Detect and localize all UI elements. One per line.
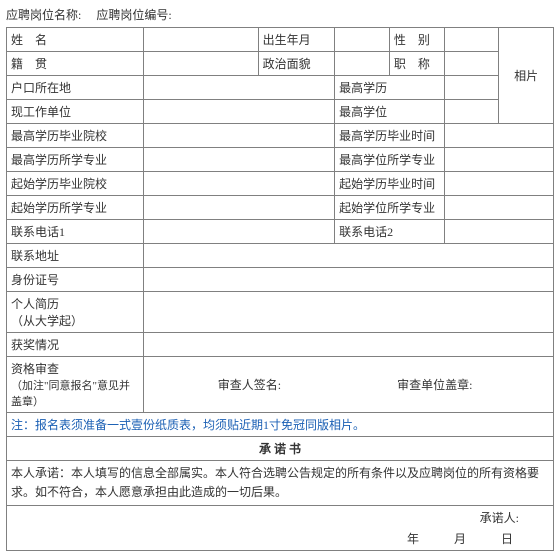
table-row: 起始学历毕业院校 起始学历毕业时间 bbox=[7, 172, 554, 196]
month-label: 月 bbox=[454, 532, 466, 546]
start-school-value[interactable] bbox=[143, 172, 334, 196]
table-row: 户口所在地 最高学历 bbox=[7, 76, 554, 100]
table-row: 籍 贯 政治面貌 职 称 bbox=[7, 52, 554, 76]
date-line: 年 月 日 bbox=[11, 530, 549, 547]
commitment-body-row: 本人承诺：本人填写的信息全部属实。本人符合选聘公告规定的所有条件以及应聘岗位的所… bbox=[7, 461, 554, 506]
employer-value[interactable] bbox=[143, 100, 334, 124]
table-row: 最高学历毕业院校 最高学历毕业时间 bbox=[7, 124, 554, 148]
name-label: 姓 名 bbox=[7, 28, 144, 52]
table-row: 联系地址 bbox=[7, 244, 554, 268]
phone1-value[interactable] bbox=[143, 220, 334, 244]
awards-label: 获奖情况 bbox=[7, 333, 144, 357]
commitment-sign-row: 承诺人: 年 月 日 bbox=[7, 506, 554, 551]
table-row: 姓 名 出生年月 性 别 相片 bbox=[7, 28, 554, 52]
sign-label: 承诺人: bbox=[11, 509, 549, 526]
highest-degree-major-label: 最高学位所学专业 bbox=[335, 148, 444, 172]
table-row: 现工作单位 最高学位 bbox=[7, 100, 554, 124]
job-title-value[interactable] bbox=[444, 52, 499, 76]
native-place-value[interactable] bbox=[143, 52, 258, 76]
commitment-title: 承 诺 书 bbox=[7, 437, 554, 461]
commitment-text: 本人承诺：本人填写的信息全部属实。本人符合选聘公告规定的所有条件以及应聘岗位的所… bbox=[11, 464, 549, 502]
phone2-label: 联系电话2 bbox=[335, 220, 444, 244]
political-value[interactable] bbox=[335, 52, 390, 76]
highest-grad-time-value[interactable] bbox=[444, 124, 553, 148]
highest-degree-label: 最高学历 bbox=[335, 76, 444, 100]
employer-label: 现工作单位 bbox=[7, 100, 144, 124]
highest-degree-value[interactable] bbox=[444, 76, 499, 100]
resume-label-cell: 个人简历 （从大学起） bbox=[7, 292, 144, 333]
id-label: 身份证号 bbox=[7, 268, 144, 292]
position-name-label: 应聘岗位名称: bbox=[6, 8, 81, 22]
qualification-cell: 资格审查 （加注"同意报名"意见并盖章） bbox=[7, 357, 144, 413]
year-label: 年 bbox=[407, 532, 419, 546]
political-label: 政治面貌 bbox=[258, 52, 335, 76]
qualification-label: 资格审查 bbox=[11, 360, 139, 377]
hukou-label: 户口所在地 bbox=[7, 76, 144, 100]
table-row: 起始学历所学专业 起始学位所学专业 bbox=[7, 196, 554, 220]
start-school-label: 起始学历毕业院校 bbox=[7, 172, 144, 196]
hukou-value[interactable] bbox=[143, 76, 334, 100]
highest-major-label: 最高学历所学专业 bbox=[7, 148, 144, 172]
start-major-value[interactable] bbox=[143, 196, 334, 220]
highest-degree-major-value[interactable] bbox=[444, 148, 553, 172]
address-value[interactable] bbox=[143, 244, 553, 268]
gender-label: 性 别 bbox=[389, 28, 444, 52]
highest-school-label: 最高学历毕业院校 bbox=[7, 124, 144, 148]
gender-value[interactable] bbox=[444, 28, 499, 52]
photo-cell: 相片 bbox=[499, 28, 554, 124]
highest-degree2-label: 最高学位 bbox=[335, 100, 444, 124]
start-degree-major-label: 起始学位所学专业 bbox=[335, 196, 444, 220]
awards-value[interactable] bbox=[143, 333, 553, 357]
table-row: 个人简历 （从大学起） bbox=[7, 292, 554, 333]
table-row: 获奖情况 bbox=[7, 333, 554, 357]
reviewer-sign-label: 审查人签名: bbox=[218, 378, 281, 392]
note-text: 注：报名表须准备一式壹份纸质表，均须贴近期1寸免冠同版相片。 bbox=[7, 413, 554, 437]
native-place-label: 籍 贯 bbox=[7, 52, 144, 76]
commitment-title-row: 承 诺 书 bbox=[7, 437, 554, 461]
name-value[interactable] bbox=[143, 28, 258, 52]
highest-grad-time-label: 最高学历毕业时间 bbox=[335, 124, 444, 148]
address-label: 联系地址 bbox=[7, 244, 144, 268]
job-title-label: 职 称 bbox=[389, 52, 444, 76]
note-row: 注：报名表须准备一式壹份纸质表，均须贴近期1寸免冠同版相片。 bbox=[7, 413, 554, 437]
resume-note: （从大学起） bbox=[11, 312, 139, 329]
qualification-note: （加注"同意报名"意见并盖章） bbox=[11, 377, 139, 409]
start-grad-time-value[interactable] bbox=[444, 172, 553, 196]
commitment-body: 本人承诺：本人填写的信息全部属实。本人符合选聘公告规定的所有条件以及应聘岗位的所… bbox=[7, 461, 554, 506]
highest-school-value[interactable] bbox=[143, 124, 334, 148]
id-value[interactable] bbox=[143, 268, 553, 292]
phone1-label: 联系电话1 bbox=[7, 220, 144, 244]
table-row: 最高学历所学专业 最高学位所学专业 bbox=[7, 148, 554, 172]
commitment-sign-cell: 承诺人: 年 月 日 bbox=[7, 506, 554, 551]
resume-label: 个人简历 bbox=[11, 295, 139, 312]
table-row: 身份证号 bbox=[7, 268, 554, 292]
position-code-label: 应聘岗位编号: bbox=[96, 8, 171, 22]
highest-degree2-value[interactable] bbox=[444, 100, 499, 124]
header-line: 应聘岗位名称: 应聘岗位编号: bbox=[6, 6, 554, 23]
qualification-value[interactable]: 审查人签名: 审查单位盖章: bbox=[143, 357, 553, 413]
table-row: 联系电话1 联系电话2 bbox=[7, 220, 554, 244]
review-unit-label: 审查单位盖章: bbox=[397, 378, 472, 392]
highest-major-value[interactable] bbox=[143, 148, 334, 172]
start-grad-time-label: 起始学历毕业时间 bbox=[335, 172, 444, 196]
application-form-table: 姓 名 出生年月 性 别 相片 籍 贯 政治面貌 职 称 户口所在地 最高学历 … bbox=[6, 27, 554, 551]
phone2-value[interactable] bbox=[444, 220, 553, 244]
start-major-label: 起始学历所学专业 bbox=[7, 196, 144, 220]
day-label: 日 bbox=[501, 532, 513, 546]
birth-value[interactable] bbox=[335, 28, 390, 52]
birth-label: 出生年月 bbox=[258, 28, 335, 52]
table-row: 资格审查 （加注"同意报名"意见并盖章） 审查人签名: 审查单位盖章: bbox=[7, 357, 554, 413]
resume-value[interactable] bbox=[143, 292, 553, 333]
start-degree-major-value[interactable] bbox=[444, 196, 553, 220]
